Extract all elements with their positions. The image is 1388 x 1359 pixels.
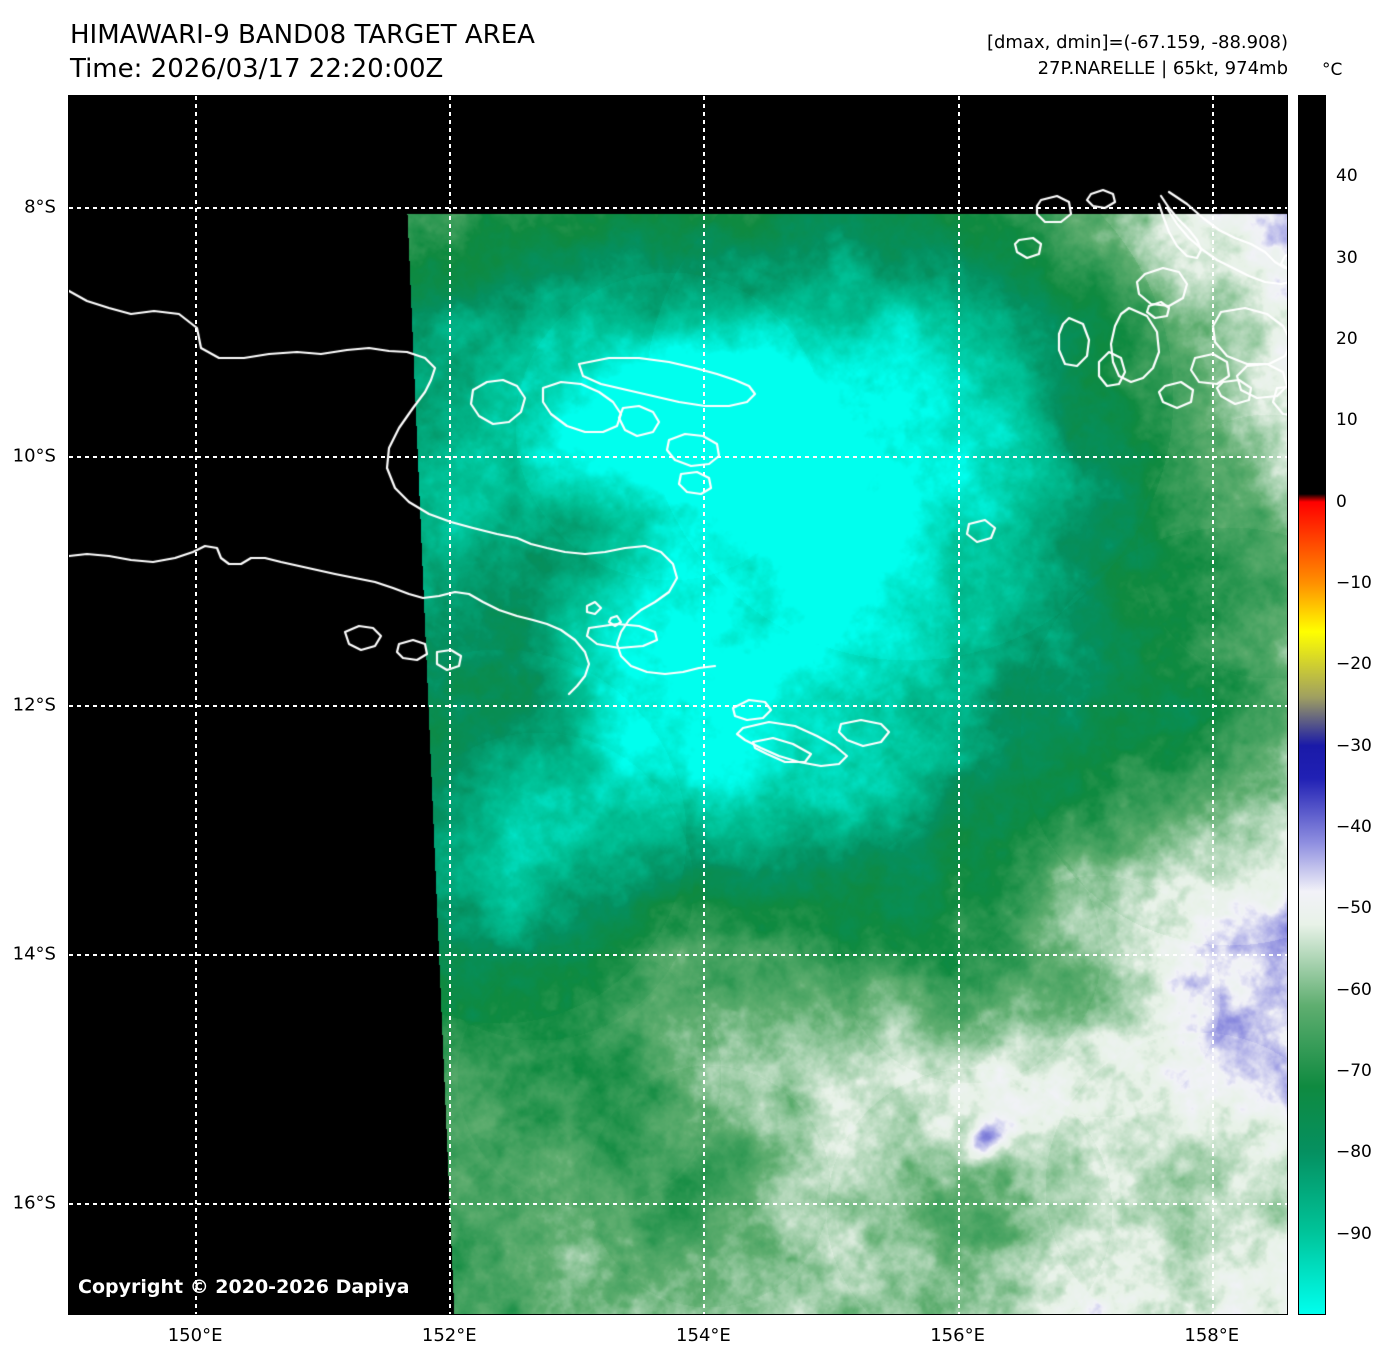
colorbar-tick-label: −20 [1336,654,1372,675]
longitude-tick-label: 150°E [167,1325,223,1346]
longitude-tick-label: 154°E [676,1325,731,1346]
latitude-tick-label: 12°S [12,694,56,716]
longitude-tick-label: 156°E [930,1325,985,1346]
colorbar-tick-label: −50 [1336,898,1372,919]
longitude-tick-label: 152°E [421,1325,477,1346]
gridline-horizontal [69,705,1287,707]
gridline-horizontal [69,456,1287,459]
header-meta-block: [dmax, dmin]=(-67.159, -88.908) 27P.NARE… [987,30,1288,82]
satellite-image-plot[interactable] [68,95,1288,1315]
colorbar [1298,95,1326,1315]
latitude-tick-label: 10°S [12,445,56,467]
header-title-block: HIMAWARI-9 BAND08 TARGET AREA Time: 2026… [70,18,535,86]
colorbar-unit-label: °C [1322,60,1343,80]
latitude-tick-label: 16°S [12,1192,56,1214]
colorbar-tick-label: 20 [1336,329,1358,349]
longitude-tick-label: 158°E [1184,1325,1240,1346]
colorbar-tick-label: −70 [1336,1061,1372,1081]
latitude-tick-label: 8°S [24,196,56,218]
colorbar-tick-label: 40 [1336,166,1358,187]
colorbar-tick-label: −10 [1336,573,1372,593]
gridline-horizontal [69,1202,1287,1205]
colorbar-tick-label: −90 [1336,1223,1372,1244]
timestamp-label: Time: 2026/03/17 22:20:00Z [70,54,444,84]
copyright-label: Copyright © 2020-2026 Dapiya [78,1276,410,1298]
colorbar-tick-label: −30 [1336,735,1372,756]
colorbar-tick-label: −40 [1336,817,1372,837]
latitude-tick-label: 14°S [12,943,56,965]
colorbar-tick-label: 0 [1336,491,1347,512]
colorbar-tick-label: 10 [1336,410,1358,431]
colorbar-tick-label: −60 [1336,979,1372,1000]
colorbar-tick-label: 30 [1336,247,1358,268]
colorbar-tick-label: −80 [1336,1142,1372,1163]
storm-info-label: 27P.NARELLE | 65kt, 974mb [1037,58,1288,79]
gridline-horizontal [69,207,1287,210]
page-title: HIMAWARI-9 BAND08 TARGET AREA [70,20,535,50]
dminmax-label: [dmax, dmin]=(-67.159, -88.908) [986,32,1288,53]
colorbar-gradient [1299,96,1325,1314]
gridline-horizontal [69,953,1287,956]
